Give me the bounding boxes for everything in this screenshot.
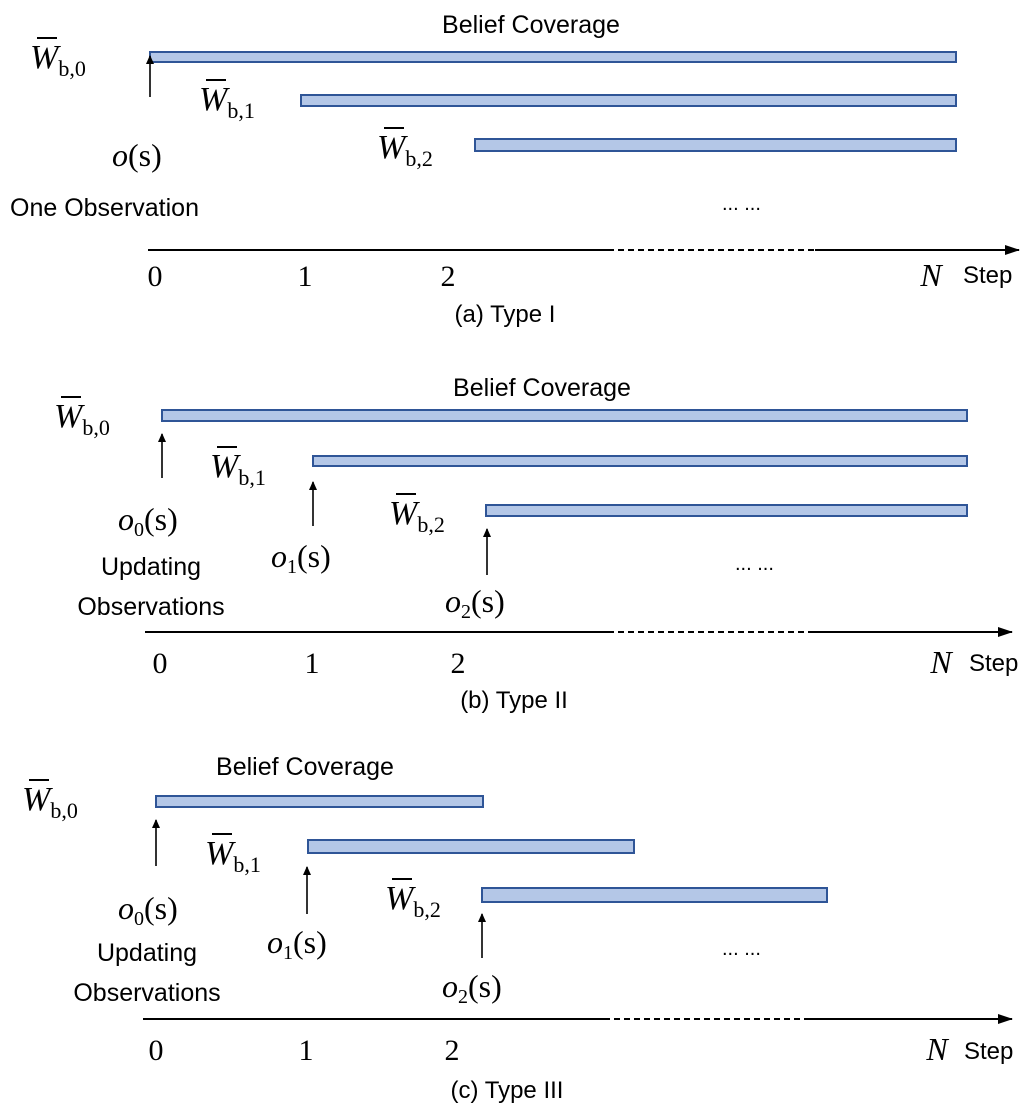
observation-note: One Observation [10,194,199,222]
observation-label-0: o0(s) [118,890,178,930]
belief-label-2: Wb,2 [389,495,445,537]
panel-type-3: Belief Coverage Wb,0 Wb,1 Wb,2 o0(s) o1(… [22,753,1013,1104]
panel-type-2: Belief Coverage Wb,0 Wb,1 Wb,2 o0(s) o1(… [54,374,1018,714]
tick-1: 1 [298,260,313,293]
belief-label-0: Wb,0 [30,39,86,81]
tick-0: 0 [149,1034,164,1067]
tick-n: N [925,1031,949,1067]
panel-caption: (a) Type I [455,301,556,328]
observation-label-2: o2(s) [445,583,505,623]
observation-label-0: o0(s) [118,501,178,541]
coverage-label: Belief Coverage [216,753,394,781]
belief-bar-1 [312,455,968,467]
observation-note-line2: Observations [77,593,224,621]
tick-2: 2 [445,1034,460,1067]
belief-bar-0 [155,795,484,808]
belief-label-2: Wb,2 [385,880,441,922]
tick-1: 1 [305,647,320,680]
coverage-label: Belief Coverage [442,11,620,39]
panel-caption: (c) Type III [451,1077,564,1104]
tick-0: 0 [153,647,168,680]
belief-bar-1 [300,94,957,107]
belief-bar-2 [485,504,968,517]
belief-bar-0 [149,51,957,63]
tick-n: N [929,644,953,680]
belief-label-0: Wb,0 [54,398,110,440]
belief-label-1: Wb,1 [199,81,255,123]
observation-label-2: o2(s) [442,968,502,1008]
observation-note: Updating [101,553,201,581]
panel-caption: (b) Type II [460,687,568,714]
tick-1: 1 [299,1034,314,1067]
belief-bar-0 [161,409,968,422]
belief-label-0: Wb,0 [22,781,78,823]
observation-label-0: o(s) [112,137,162,173]
belief-label-1: Wb,1 [205,835,261,877]
observation-label-1: o1(s) [271,538,331,578]
belief-label-1: Wb,1 [210,448,266,490]
belief-label-2: Wb,2 [377,129,433,171]
observation-note-line2: Observations [73,979,220,1007]
axis-label: Step [969,650,1018,677]
tick-n: N [919,257,943,293]
axis-label: Step [963,262,1012,289]
belief-bar-1 [307,839,635,854]
observation-note: Updating [97,939,197,967]
tick-2: 2 [441,260,456,293]
belief-bar-2 [481,887,828,903]
axis-label: Step [964,1038,1013,1065]
tick-2: 2 [451,647,466,680]
tick-0: 0 [148,260,163,293]
ellipsis: ... ... [722,193,761,215]
belief-bar-2 [474,138,957,152]
coverage-label: Belief Coverage [453,374,631,402]
ellipsis: ... ... [735,553,774,575]
observation-label-1: o1(s) [267,924,327,964]
ellipsis: ... ... [722,938,761,960]
panel-type-1: Belief Coverage Wb,0 Wb,1 Wb,2 o(s) One … [10,11,1020,328]
